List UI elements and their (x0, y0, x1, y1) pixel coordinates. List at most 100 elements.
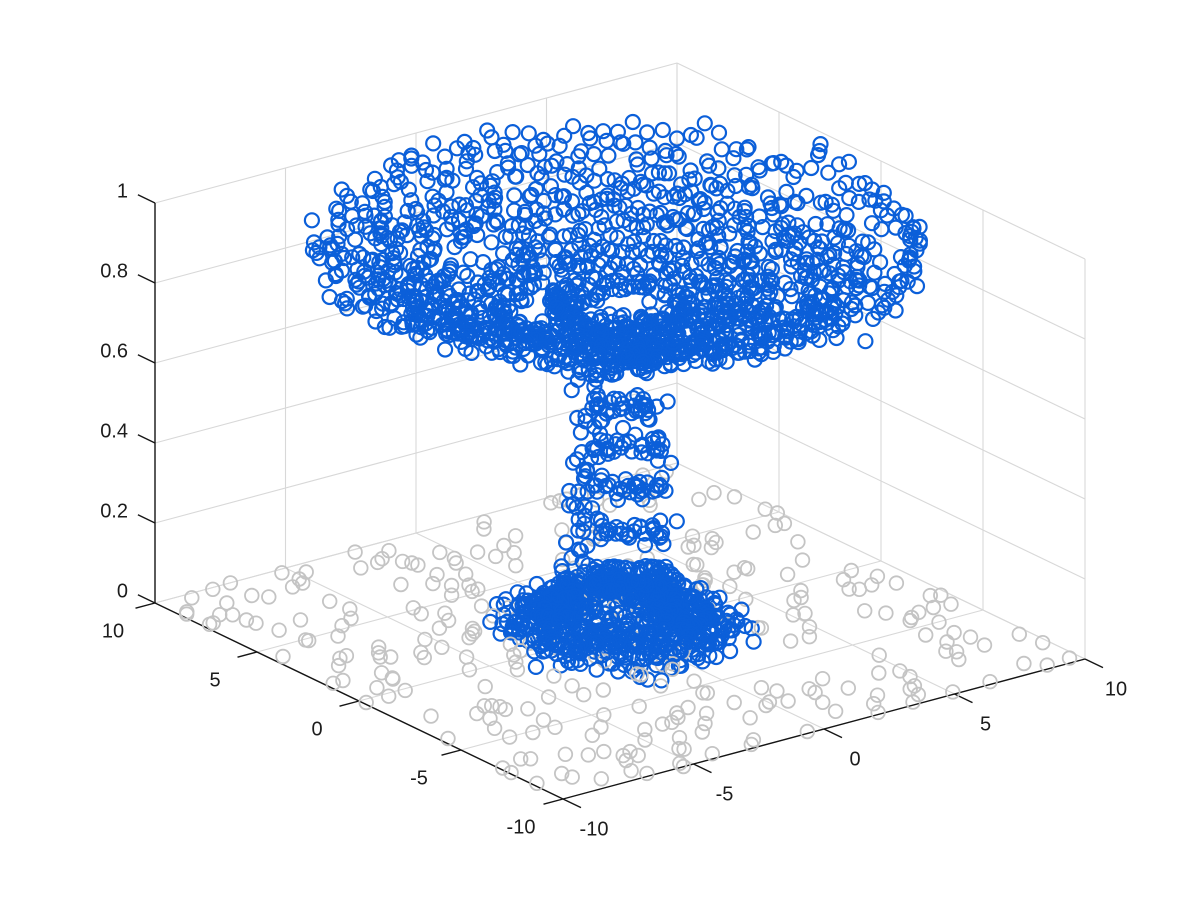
floor-noise-marker (564, 769, 580, 785)
spiral-structure-marker (850, 175, 868, 192)
spiral-structure-marker (746, 351, 763, 368)
spiral-structure-marker (677, 219, 694, 237)
spiral-structure-marker (710, 227, 727, 244)
spiral-structure-marker (578, 461, 596, 478)
floor-noise-marker (369, 680, 385, 696)
spiral-structure-marker (696, 115, 713, 132)
spiral-structure-marker (589, 396, 607, 413)
spiral-structure-marker (647, 647, 664, 664)
spiral-structure-marker (372, 259, 389, 276)
floor-noise-marker (794, 552, 811, 568)
spiral-structure-marker (773, 153, 790, 170)
spiral-structure-marker (588, 362, 605, 379)
spiral-structure-marker (510, 217, 527, 234)
floor-noise-marker (464, 620, 481, 637)
floor-noise-marker (443, 577, 460, 594)
spiral-structure-marker (763, 260, 781, 278)
spiral-structure-marker (761, 308, 778, 325)
floor-noise-marker (410, 557, 426, 573)
spiral-structure-marker (742, 234, 759, 252)
floor-noise-marker (275, 648, 291, 665)
floor-noise-marker (507, 528, 524, 544)
spiral-structure-marker (760, 258, 777, 275)
spiral-structure-marker (805, 263, 822, 280)
spiral-structure-marker (581, 195, 598, 212)
floor-noise-marker (753, 680, 770, 696)
spiral-structure-marker (613, 525, 630, 542)
spiral-structure-marker (483, 234, 500, 251)
spiral-structure-marker (854, 233, 871, 250)
spiral-structure-marker (630, 573, 647, 591)
floor-noise-marker (338, 648, 355, 664)
spiral-structure-marker (812, 136, 829, 153)
spiral-structure-marker (692, 250, 710, 267)
floor-noise-marker (951, 651, 967, 668)
floor-noise-marker (976, 637, 993, 653)
spiral-structure-marker (527, 658, 545, 676)
floor-noise-marker (244, 587, 260, 604)
spiral-structure-marker (863, 181, 881, 198)
spiral-structure-marker (462, 251, 479, 268)
spiral-structure-marker (392, 287, 409, 304)
spiral-structure-marker (623, 443, 640, 460)
floor-noise-marker (1016, 655, 1032, 672)
spiral-structure-marker (634, 353, 652, 370)
floor-noise-marker (704, 746, 721, 762)
spiral-structure-marker (718, 278, 735, 295)
spiral-structure-marker (708, 648, 725, 666)
spiral-structure-marker (762, 271, 779, 288)
floor-noise-marker (564, 678, 580, 694)
spiral-structure-marker (664, 334, 682, 351)
floor-noise-marker (383, 649, 399, 665)
y-tick-label: -10 (507, 816, 536, 838)
spiral-structure-marker (392, 173, 409, 190)
floor-noise-marker (543, 495, 559, 511)
spiral-structure-marker (308, 244, 325, 261)
floor-noise-marker (464, 626, 480, 642)
spiral-structure-marker (333, 181, 350, 198)
floor-noise-marker (416, 649, 433, 666)
floor-noise-marker (458, 566, 474, 582)
spiral-structure-marker (682, 587, 699, 604)
spiral-structure-marker (733, 333, 750, 350)
spiral-structure-marker (632, 658, 649, 675)
floor-noise-marker (593, 771, 610, 787)
spiral-structure-marker (552, 657, 569, 674)
floor-noise-marker (371, 639, 387, 655)
spiral-structure-marker (886, 265, 903, 283)
floor-noise-marker (332, 650, 348, 667)
floor-noise-marker (469, 705, 485, 722)
spiral-structure-marker (457, 328, 474, 345)
floor-noise-marker (576, 687, 592, 703)
spiral-structure-marker (841, 190, 858, 207)
spiral-structure-marker (721, 225, 738, 242)
spiral-structure-marker (444, 215, 461, 232)
floor-noise-marker (1011, 626, 1028, 642)
spiral-structure-marker (424, 230, 441, 247)
spiral-structure-marker (527, 137, 544, 154)
spiral-structure-marker (589, 616, 607, 633)
floor-noise-marker (261, 589, 277, 605)
spiral-structure-marker (653, 632, 670, 649)
spiral-structure-marker (675, 614, 692, 631)
floor-noise-marker (676, 741, 692, 757)
spiral-structure-marker (649, 431, 667, 448)
floor-noise-marker (906, 678, 923, 694)
spiral-structure-marker (624, 113, 641, 131)
spiral-structure-marker (569, 640, 587, 657)
spiral-structure-marker (590, 345, 607, 362)
grid-layer (154, 62, 1086, 800)
floor-noise-marker (486, 720, 503, 737)
spiral-structure-marker (569, 409, 586, 427)
spiral-structure-marker (512, 356, 529, 373)
floor-noise-marker (546, 668, 562, 684)
spiral-structure-marker (616, 608, 633, 626)
spiral-structure-marker (655, 535, 672, 553)
spiral-structure-marker (785, 168, 802, 186)
spiral-structure-marker (457, 197, 474, 214)
floor-noise-marker (946, 624, 962, 641)
y-tick-mark (339, 700, 360, 707)
spiral-structure-marker (488, 320, 505, 337)
spiral-structure-marker (435, 203, 452, 220)
spiral-structure-marker (455, 264, 472, 281)
